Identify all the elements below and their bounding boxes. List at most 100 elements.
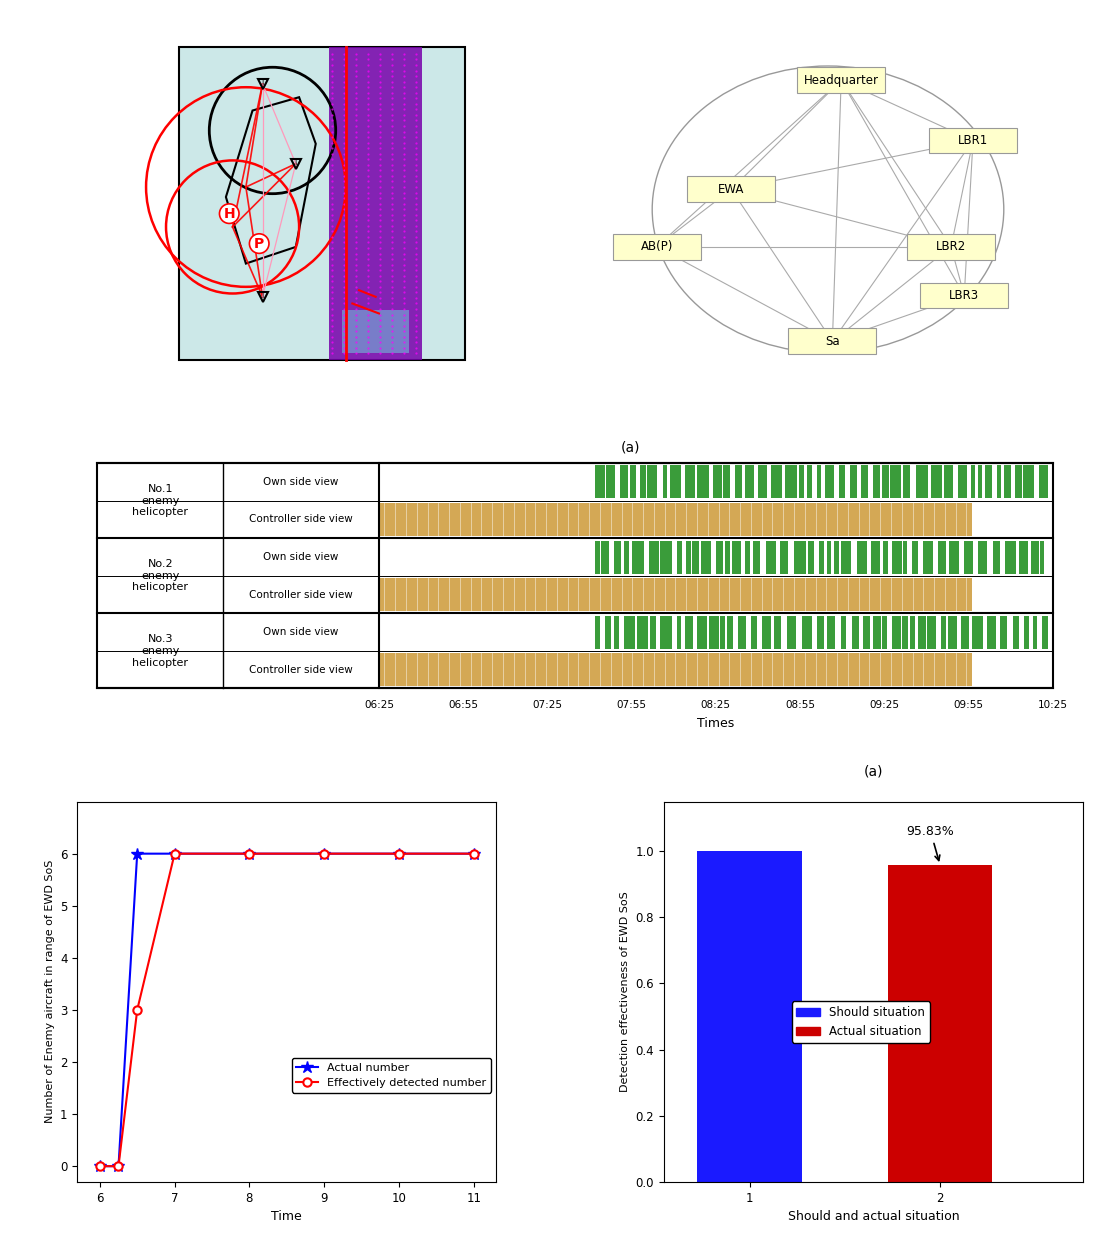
Actual number <box>317 846 330 861</box>
Bar <box>1039 465 1048 499</box>
Effectively detected number <box>130 1003 144 1018</box>
Bar <box>1000 616 1008 648</box>
Bar <box>817 616 824 648</box>
Text: Controller side view: Controller side view <box>250 664 352 674</box>
Bar <box>661 616 672 648</box>
X-axis label: Should and actual situation: Should and actual situation <box>788 1210 959 1223</box>
Line: Actual number: Actual number <box>94 847 481 1172</box>
Text: 09:25: 09:25 <box>870 700 899 710</box>
Text: 08:55: 08:55 <box>785 700 815 710</box>
Bar <box>594 616 600 648</box>
Bar <box>834 541 839 573</box>
Text: 07:55: 07:55 <box>617 700 646 710</box>
Bar <box>594 465 604 499</box>
Bar <box>766 541 776 573</box>
Bar <box>873 616 881 648</box>
Bar <box>807 465 811 499</box>
Text: No.3
enemy
helicopter: No.3 enemy helicopter <box>133 634 188 668</box>
Text: No.2
enemy
helicopter: No.2 enemy helicopter <box>133 560 188 592</box>
FancyBboxPatch shape <box>687 177 776 203</box>
Bar <box>801 616 812 648</box>
Text: (a): (a) <box>864 765 883 779</box>
Bar <box>671 465 681 499</box>
X-axis label: Time: Time <box>272 1210 302 1223</box>
Bar <box>997 465 1001 499</box>
Bar <box>686 541 691 573</box>
Text: LBR3: LBR3 <box>949 289 979 302</box>
Actual number <box>467 846 481 861</box>
Effectively detected number <box>392 846 406 861</box>
Actual number <box>243 846 256 861</box>
Text: Times: Times <box>697 717 735 730</box>
Actual number <box>168 846 181 861</box>
Text: 06:55: 06:55 <box>449 700 478 710</box>
Bar <box>978 465 982 499</box>
Bar <box>649 541 659 573</box>
Bar <box>786 465 797 499</box>
Bar <box>903 465 911 499</box>
Text: Own side view: Own side view <box>263 627 339 637</box>
Text: AB(P): AB(P) <box>641 240 673 254</box>
Effectively detected number <box>93 1158 106 1173</box>
Bar <box>750 616 757 648</box>
Bar <box>828 616 834 648</box>
Bar <box>1019 541 1028 573</box>
Effectively detected number <box>243 846 256 861</box>
Bar <box>738 616 746 648</box>
Bar <box>850 465 856 499</box>
Bar <box>685 465 695 499</box>
Bar <box>620 465 628 499</box>
Text: (a): (a) <box>621 440 640 454</box>
Bar <box>912 541 918 573</box>
Bar <box>606 465 615 499</box>
Bar <box>863 616 871 648</box>
Bar <box>841 541 852 573</box>
Bar <box>891 465 901 499</box>
Bar <box>985 465 991 499</box>
Bar <box>720 616 725 648</box>
Actual number <box>112 1158 125 1173</box>
Text: Controller side view: Controller side view <box>250 515 352 525</box>
Bar <box>779 541 788 573</box>
Bar <box>960 616 969 648</box>
Bar <box>827 541 831 573</box>
Y-axis label: Detection effectiveness of EWD SoS: Detection effectiveness of EWD SoS <box>620 891 630 1092</box>
Bar <box>892 541 902 573</box>
Bar <box>882 465 890 499</box>
Bar <box>972 616 983 648</box>
Effectively detected number <box>467 846 481 861</box>
Bar <box>685 616 694 648</box>
Bar <box>641 465 645 499</box>
Actual number <box>392 846 406 861</box>
Bar <box>918 616 926 648</box>
Bar <box>677 616 682 648</box>
Bar <box>1042 616 1048 648</box>
FancyBboxPatch shape <box>797 67 885 93</box>
Text: 09:55: 09:55 <box>954 700 983 710</box>
Bar <box>1013 616 1019 648</box>
Bar <box>632 541 643 573</box>
Bar <box>1033 616 1038 648</box>
Bar <box>857 541 867 573</box>
Bar <box>636 616 649 648</box>
Bar <box>624 616 635 648</box>
Effectively detected number <box>168 846 181 861</box>
Bar <box>725 541 730 573</box>
FancyBboxPatch shape <box>929 128 1017 153</box>
Bar <box>993 541 1000 573</box>
Bar <box>927 616 936 648</box>
Bar <box>948 541 959 573</box>
Bar <box>970 465 975 499</box>
Bar <box>701 541 711 573</box>
Bar <box>692 541 698 573</box>
FancyBboxPatch shape <box>907 234 994 260</box>
Bar <box>648 465 656 499</box>
Bar <box>809 541 814 573</box>
Bar <box>735 465 743 499</box>
Bar <box>1014 465 1022 499</box>
Bar <box>793 541 806 573</box>
Bar <box>724 465 730 499</box>
Bar <box>604 616 611 648</box>
Bar <box>379 578 972 611</box>
Bar <box>1023 465 1034 499</box>
